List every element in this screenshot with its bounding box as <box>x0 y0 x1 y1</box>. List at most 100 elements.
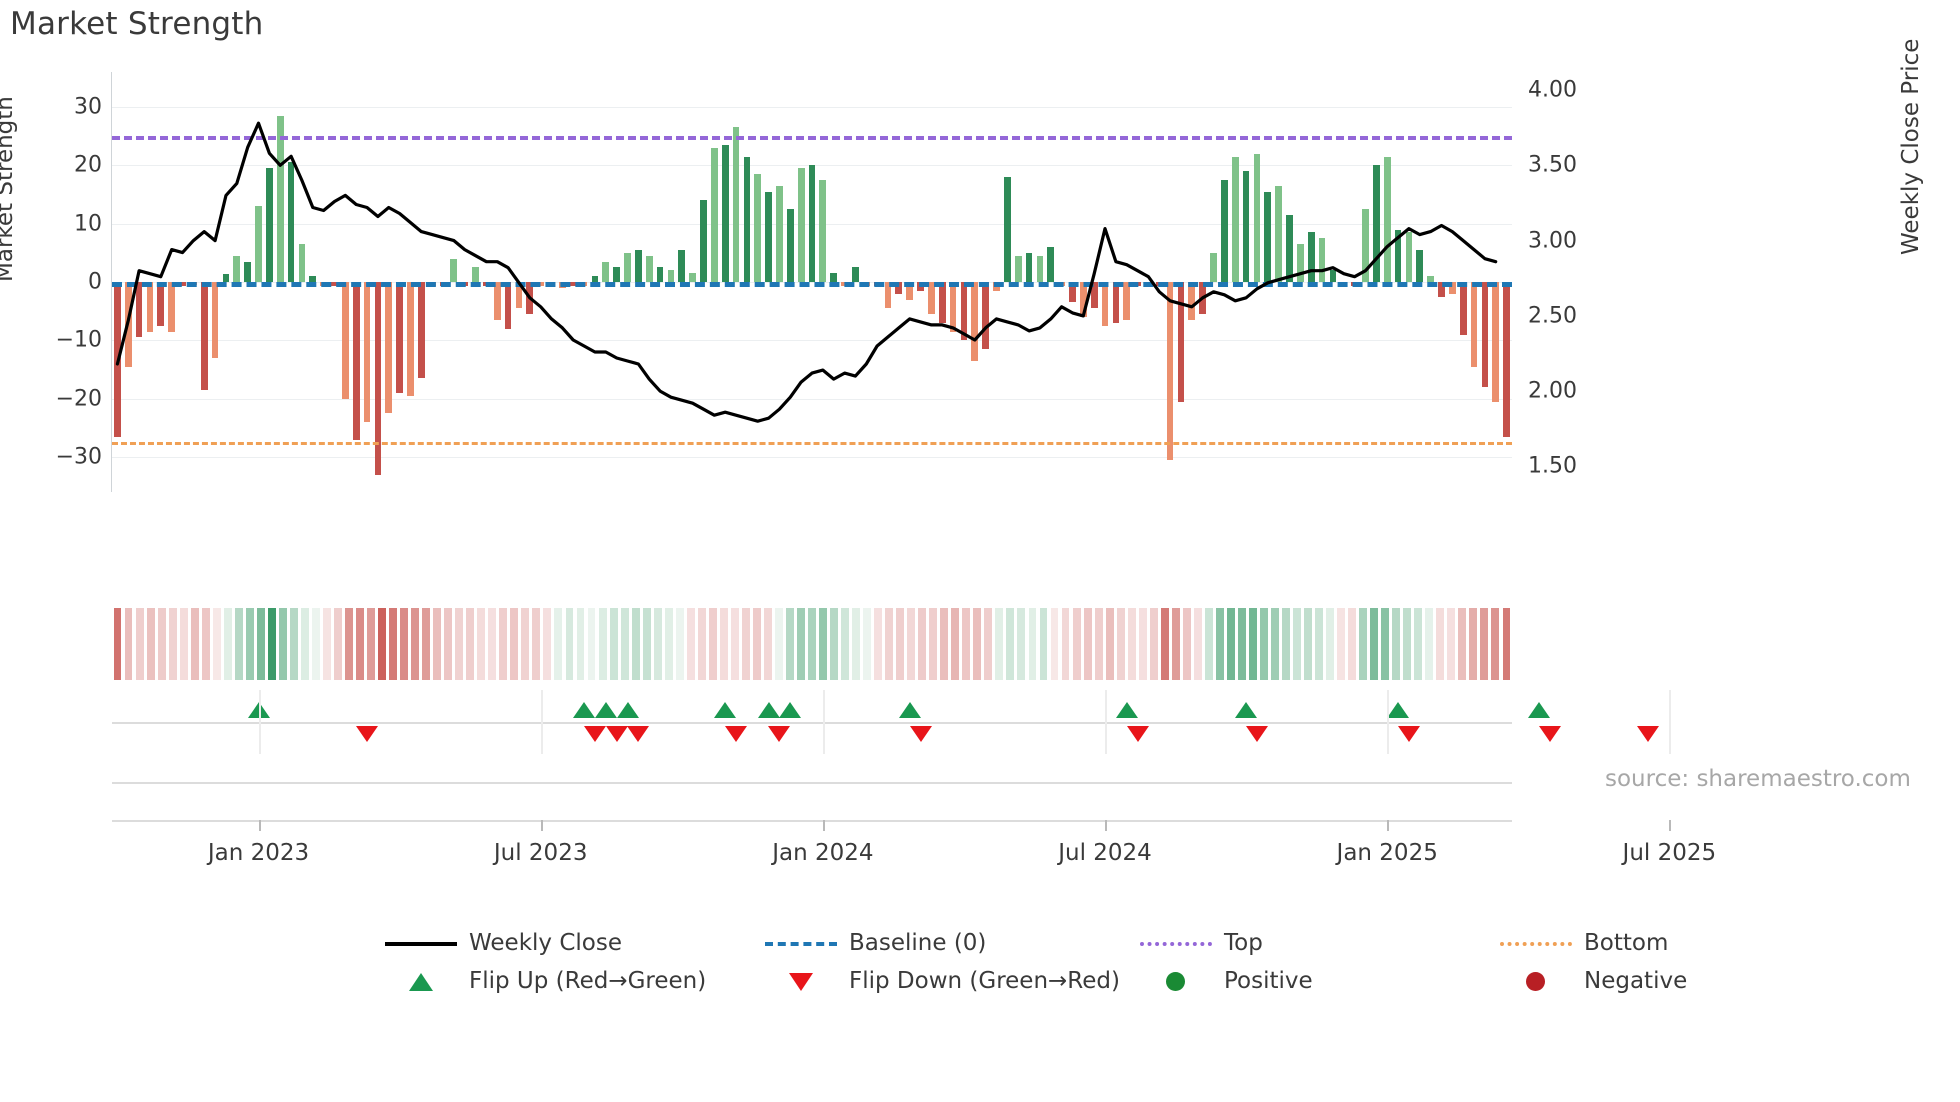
heatmap-cell <box>1304 608 1313 680</box>
x-axis: Jan 2023 Jul 2023 Jan 2024 Jul 2024 Jan 2025… <box>112 820 1716 880</box>
heatmap-cell <box>962 608 971 680</box>
heatmap-cell <box>367 608 375 680</box>
heatmap-cell <box>554 608 563 680</box>
legend-item-flip-down[interactable]: Flip Down (Green→Red) <box>765 968 1120 994</box>
legend-label: Weekly Close <box>469 930 622 956</box>
heatmap-cell <box>389 608 398 680</box>
heatmap-cell <box>730 608 739 680</box>
strength-bar <box>244 261 251 282</box>
left-axis-spine <box>111 72 112 492</box>
strength-bar <box>591 276 599 282</box>
strength-bar <box>472 267 479 282</box>
x-axis-tick-label: Jul 2024 <box>1058 840 1152 866</box>
heatmap-cell <box>940 608 949 680</box>
legend-item-weekly-close[interactable]: Weekly Close <box>385 930 622 956</box>
dot-red-icon <box>1500 970 1572 992</box>
heatmap-cell <box>1458 608 1467 680</box>
flip-up-marker <box>898 702 921 718</box>
flip-down-marker <box>605 726 628 742</box>
heatmap-cell <box>1182 608 1191 680</box>
strength-bar <box>1090 282 1098 309</box>
marker-band-guide <box>1387 690 1390 754</box>
heatmap-cell <box>852 608 861 680</box>
x-axis-tick-label: Jan 2024 <box>772 840 874 866</box>
heatmap-cell <box>1050 608 1059 680</box>
gridline <box>112 340 1512 342</box>
strength-bar <box>1036 255 1044 282</box>
strength-bar <box>146 282 154 332</box>
heatmap-cell <box>830 608 838 680</box>
flip-down-marker <box>1636 726 1659 742</box>
strength-bar <box>776 185 783 282</box>
legend-item-negative[interactable]: Negative <box>1500 968 1687 994</box>
legend-label: Negative <box>1584 968 1688 994</box>
heatmap-cell <box>609 608 618 680</box>
strength-bar <box>602 261 610 282</box>
heatmap-cell <box>300 608 309 680</box>
left-axis-tick-label: 10 <box>74 211 102 237</box>
legend-item-bottom[interactable]: Bottom <box>1500 930 1668 956</box>
strength-bar <box>1264 191 1272 282</box>
heatmap-cell <box>1326 608 1335 680</box>
strength-bar <box>1101 282 1109 326</box>
x-axis-tick <box>258 820 261 831</box>
heatmap-cell <box>157 608 166 680</box>
dot-green-icon <box>1140 970 1212 992</box>
legend-label: Baseline (0) <box>849 930 987 956</box>
flip-up-marker <box>1387 702 1410 718</box>
flip-up-marker <box>594 702 617 718</box>
marker-band-guide <box>1669 690 1672 754</box>
heatmap-cell <box>499 608 508 680</box>
heatmap-cell <box>951 608 960 680</box>
flip-up-marker <box>573 702 596 718</box>
heatmap-cell <box>267 608 276 680</box>
strength-bar <box>938 282 946 323</box>
strength-bar <box>1307 232 1315 282</box>
top-reference-line <box>112 136 1512 141</box>
marker-band-guide <box>258 690 261 754</box>
heatmap-cell <box>576 608 585 680</box>
legend-item-baseline[interactable]: Baseline (0) <box>765 930 986 956</box>
flip-down-marker <box>583 726 606 742</box>
weekly-close-line <box>115 121 1498 423</box>
heatmap-cell <box>598 608 607 680</box>
strength-bar <box>298 244 306 282</box>
heatmap-cell <box>190 608 199 680</box>
heatmap-cell <box>819 608 827 680</box>
heatmap-cell <box>1094 608 1103 680</box>
source-note: source: sharemaestro.com <box>1605 766 1911 792</box>
heatmap-cell <box>135 608 144 680</box>
strength-bar <box>1221 179 1228 282</box>
legend-item-flip-up[interactable]: Flip Up (Red→Green) <box>385 968 706 994</box>
heatmap-cell <box>808 608 816 680</box>
heatmap-cell <box>1260 608 1268 680</box>
strength-bar <box>450 258 458 282</box>
x-axis-spine <box>112 820 1512 822</box>
flip-down-marker <box>1397 726 1420 742</box>
heatmap-cell <box>234 608 243 680</box>
flip-marker-band <box>112 690 1672 754</box>
heatmap-cell <box>918 608 927 680</box>
legend-label: Bottom <box>1584 930 1669 956</box>
left-axis-label: Market Strength <box>0 96 18 282</box>
flip-down-marker <box>627 726 650 742</box>
strength-bar <box>309 276 317 282</box>
strength-bar <box>895 282 903 294</box>
heatmap-cell <box>885 608 894 680</box>
strength-bar <box>1047 247 1055 282</box>
heatmap-cell <box>863 608 872 680</box>
legend-label: Flip Up (Red→Green) <box>469 968 707 994</box>
heatmap-cell <box>488 608 497 680</box>
heatmap-cell <box>984 608 993 680</box>
left-axis-tick-label: −10 <box>55 327 102 353</box>
strength-bar <box>1231 156 1239 282</box>
legend-item-positive[interactable]: Positive <box>1140 968 1313 994</box>
strength-bar <box>721 144 729 282</box>
strength-bar <box>797 168 805 282</box>
baseline-reference-line <box>112 282 1512 287</box>
legend-item-top[interactable]: Top <box>1140 930 1263 956</box>
strength-bar <box>645 255 653 282</box>
right-axis-tick-label: 1.50 <box>1528 453 1577 479</box>
line-dotted-purple-icon <box>1140 932 1212 954</box>
strength-bar <box>1112 282 1120 323</box>
